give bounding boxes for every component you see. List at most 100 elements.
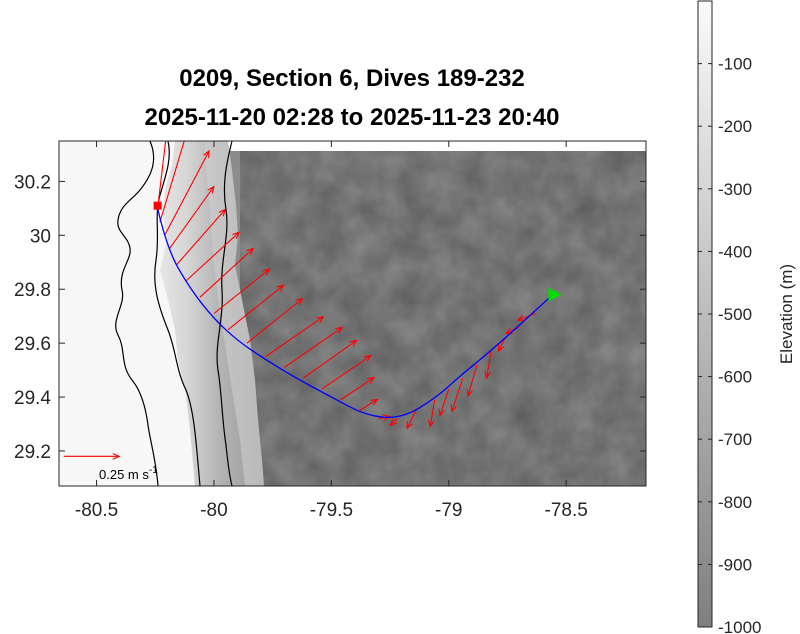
colorbar-tick-label-3: -400 [718, 242, 752, 261]
current-vector-23 [484, 351, 492, 380]
plot-area: 0.25 m s-1 [59, 133, 646, 486]
x-tick-label-4: -78.5 [545, 500, 588, 521]
current-vector-22-shaft [467, 364, 478, 396]
current-vector-21-head [450, 404, 457, 413]
contour-line-outer [115, 141, 159, 486]
current-vector-21-shaft [451, 378, 464, 412]
current-vector-20-shaft [439, 388, 450, 416]
current-vector-12-shaft [302, 339, 357, 379]
x-axis: -80.5 -80 -79.5 -79 -78.5 [75, 141, 588, 521]
x-tick-label-0: -80.5 [75, 500, 118, 521]
current-vector-20 [438, 388, 450, 417]
x-tick-label-3: -79 [435, 500, 462, 521]
current-vector-1 [159, 133, 187, 223]
current-vector-21 [450, 378, 464, 413]
current-vector-10-shaft [265, 316, 324, 358]
current-vector-19 [427, 399, 436, 428]
colorbar-tick-label-7: -800 [718, 493, 752, 512]
current-vector-24-head [497, 344, 505, 353]
scale-arrow-label: 0.25 m s-1 [99, 465, 158, 482]
current-vector-14-head [367, 376, 376, 384]
current-vector-13-head [363, 354, 372, 362]
y-tick-label-3: 29.8 [14, 280, 51, 301]
current-vector-3-head [207, 185, 215, 194]
current-vector-12-head [349, 339, 358, 347]
current-vector-8-shaft [227, 284, 284, 331]
glider-track [156, 208, 551, 419]
current-vector-19-head [427, 419, 435, 428]
current-vector-14-shaft [340, 377, 375, 401]
current-vector-18 [406, 410, 417, 430]
y-tick-label-5: 30.2 [14, 172, 51, 193]
current-vectors [157, 133, 536, 430]
current-vector-26-shaft [517, 312, 536, 321]
scale-arrow-glyph-head [112, 452, 121, 460]
current-vector-2-head [203, 149, 210, 158]
current-vector-17 [389, 418, 398, 427]
current-vector-7 [213, 268, 271, 314]
current-vector-1-head [182, 133, 187, 140]
current-vector-5-head [232, 231, 241, 239]
y-tick-label-0: 29.2 [14, 442, 51, 463]
upper-shelf-strip [59, 141, 195, 486]
colorbar-ticks: -100 -200 -300 -400 -500 -600 -700 -800 -900 -100… [698, 55, 761, 634]
current-vector-0 [157, 141, 167, 209]
current-vector-9 [246, 297, 304, 344]
current-vector-13-shaft [321, 355, 372, 390]
current-vector-9-head [295, 297, 304, 306]
current-vector-13 [321, 354, 372, 390]
current-vector-19-shaft [429, 399, 436, 427]
colorbar-tick-label-9: -1000 [718, 618, 761, 634]
current-vector-15-shaft [359, 398, 378, 411]
current-vector-5 [185, 231, 241, 282]
current-vector-23-head [484, 370, 491, 380]
y-axis: 29.2 29.4 29.6 29.8 30 30.2 [14, 172, 646, 463]
colorbar-tick-label-1: -200 [718, 117, 752, 136]
y-tick-label-4: 30 [30, 226, 51, 247]
current-vector-11-head [335, 326, 344, 334]
colorbar-tick-label-5: -600 [718, 368, 752, 387]
current-vector-4-shaft [175, 209, 226, 266]
scale-arrow-label-text: 0.25 m s [99, 467, 149, 482]
x-tick-label-1: -80 [200, 500, 227, 521]
plot-frame [58, 140, 647, 487]
current-vector-10 [265, 315, 325, 358]
current-vector-5-shaft [185, 231, 240, 282]
current-vector-3 [168, 185, 215, 250]
current-vector-17-shaft [390, 418, 398, 426]
current-vector-10-head [316, 315, 325, 323]
current-vector-2 [164, 149, 210, 236]
current-vector-24-shaft [497, 337, 506, 352]
current-vector-4-head [218, 208, 227, 217]
current-vector-24 [497, 337, 506, 353]
y-tick-label-2: 29.6 [14, 334, 51, 355]
colorbar-tick-label-4: -500 [718, 305, 752, 324]
current-vector-18-shaft [406, 410, 417, 429]
chart-title-line1: 0209, Section 6, Dives 189-232 [179, 65, 525, 92]
bathymetry-noise [240, 151, 646, 486]
current-vector-22 [466, 364, 478, 398]
scale-arrow-glyph [63, 452, 121, 460]
colorbar-tick-label-8: -900 [718, 555, 752, 574]
current-vector-9-shaft [246, 298, 303, 344]
current-vector-12 [302, 339, 358, 379]
x-tick-label-2: -79.5 [310, 500, 353, 521]
colorbar-label: Elevation (m) [777, 264, 796, 364]
colorbar-tick-label-2: -300 [718, 180, 752, 199]
current-vector-8-head [276, 284, 285, 292]
current-vector-11-shaft [284, 326, 343, 368]
end-marker [548, 287, 562, 302]
current-vector-17-head [389, 418, 398, 427]
current-vector-15 [359, 398, 379, 411]
current-vector-26-head [516, 314, 525, 322]
current-vector-14 [340, 376, 376, 401]
current-vector-8 [227, 284, 285, 331]
current-vector-1-shaft [159, 141, 185, 223]
current-vector-18-head [406, 421, 413, 430]
current-vector-11 [284, 326, 344, 368]
scale-arrow-label-exponent: -1 [149, 465, 158, 476]
current-vector-23-shaft [486, 351, 492, 378]
current-vector-6-shaft [199, 248, 254, 298]
current-vector-20-head [438, 408, 446, 417]
